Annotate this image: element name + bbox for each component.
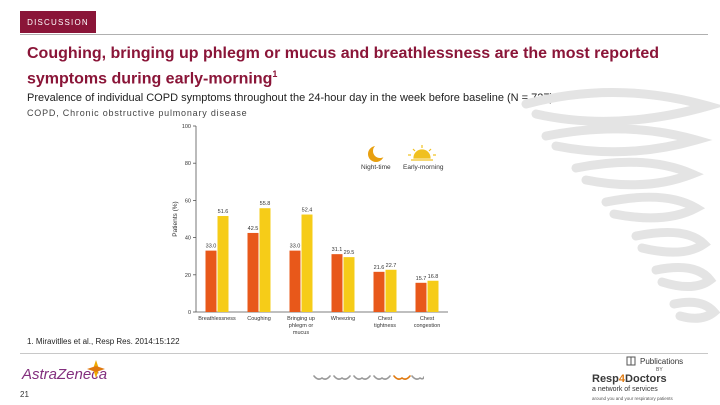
astrazeneca-mark-icon [87, 360, 105, 378]
y-tick-label: 0 [188, 310, 191, 316]
data-label: 22.7 [386, 263, 397, 269]
data-label: 42.5 [248, 226, 259, 232]
brand-number: 4 [618, 373, 626, 385]
birds-decoration-icon [313, 375, 424, 380]
swirl-graphic [521, 88, 720, 323]
x-tick-label: Chest [420, 316, 435, 322]
sunrise-icon [408, 145, 436, 161]
x-tick-label: Wheezing [331, 316, 355, 322]
slide-title: Coughing, bringing up phlegm or mucus an… [27, 44, 687, 89]
slide-subtitle: Prevalence of individual COPD symptoms t… [27, 92, 557, 104]
bar-night [415, 282, 427, 312]
x-tick-label: Breathlessness [198, 316, 236, 322]
x-tick-label: Chest [378, 316, 393, 322]
bar-night [331, 254, 343, 312]
chart-legend: Night-time Early-morning [358, 144, 450, 178]
page-number: 21 [20, 390, 29, 399]
title-reference-mark: 1 [272, 69, 278, 79]
y-tick-label: 100 [182, 124, 191, 130]
x-tick-label: phlegm or [289, 323, 314, 329]
brand-tagline: a network of services [592, 386, 658, 393]
data-label: 52.4 [302, 208, 313, 214]
header-divider [20, 34, 708, 35]
data-label: 51.6 [218, 209, 229, 215]
bar-night [373, 271, 385, 312]
bar-night [289, 250, 301, 312]
data-label: 33.0 [290, 244, 301, 250]
x-tick-label: mucus [293, 330, 309, 336]
publications-label: Publications [640, 356, 684, 366]
y-tick-label: 20 [185, 273, 191, 279]
x-tick-label: tightness [374, 323, 396, 329]
legend-label-early: Early-morning [403, 164, 444, 171]
data-label: 55.8 [260, 201, 271, 207]
legend-label-night: Night-time [361, 164, 391, 171]
publications-badge: Publications [626, 356, 683, 366]
resp4doctors-logo: Resp4Doctors [592, 373, 667, 385]
x-tick-label: Bringing up [287, 316, 315, 322]
brand-small-text: around you and your respiratory patients [592, 396, 673, 401]
y-axis-label: Patients (%) [172, 201, 179, 236]
bar-early [427, 280, 439, 312]
brand-suffix: Doctors [625, 373, 667, 385]
bar-early [385, 269, 397, 312]
brand-prefix: Resp [592, 373, 619, 385]
plot-area: 0 20 40 60 80 100 33.0 51.6 Breathlessness 42.5 55… [182, 124, 448, 336]
y-tick-label: 60 [185, 198, 191, 204]
reference: 1. Miravitlles et al., Resp Res. 2014:15… [27, 337, 180, 346]
legend-icons [368, 144, 436, 162]
moon-icon [368, 144, 387, 162]
data-label: 21.6 [374, 265, 385, 271]
slide-title-text: Coughing, bringing up phlegm or mucus an… [27, 45, 660, 88]
bar-early [217, 216, 229, 312]
data-label: 15.7 [416, 276, 427, 282]
bar-early [343, 257, 355, 312]
abbreviation-note: COPD, Chronic obstructive pulmonary dise… [27, 108, 248, 118]
data-label: 16.8 [428, 274, 439, 280]
data-label: 33.0 [206, 244, 217, 250]
data-label: 29.5 [344, 250, 355, 256]
x-tick-label: Coughing [247, 316, 271, 322]
footer-divider [20, 353, 708, 354]
y-tick-label: 80 [185, 161, 191, 167]
x-tick-label: congestion [414, 323, 441, 329]
astrazeneca-logo: AstraZeneca [22, 366, 108, 383]
bar-early [301, 214, 313, 312]
by-label: BY [656, 367, 663, 373]
book-icon [626, 356, 636, 366]
bar-chart: Patients (%) 0 20 40 60 80 100 33.0 51.6 Breathl… [172, 124, 448, 336]
data-label: 31.1 [332, 247, 343, 253]
bar-night [247, 232, 259, 312]
y-tick-label: 40 [185, 236, 191, 242]
bar-night [205, 250, 217, 312]
section-tag: DISCUSSION [20, 11, 96, 33]
bar-early [259, 208, 271, 312]
